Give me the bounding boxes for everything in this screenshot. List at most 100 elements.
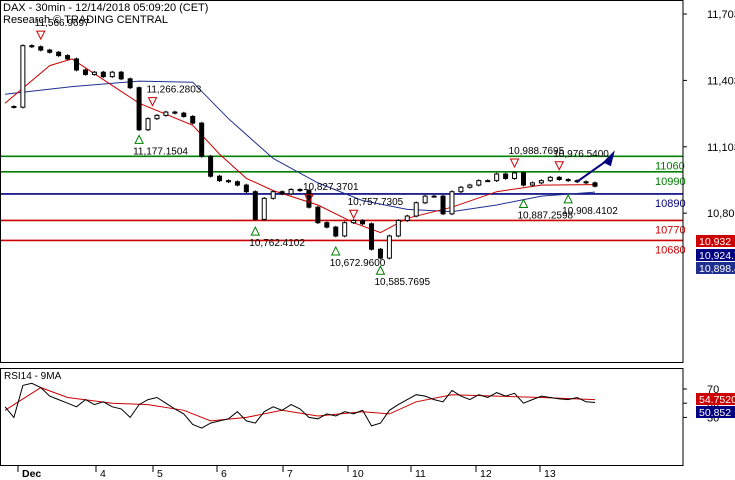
candle-body	[190, 115, 196, 124]
swing-high-marker	[348, 209, 359, 220]
candle	[208, 154, 214, 178]
candle-body	[467, 184, 473, 188]
candle	[369, 222, 375, 251]
rsi-panel-title: RSI14 - 9MA	[4, 371, 62, 382]
candle-body	[512, 172, 518, 179]
candle	[422, 194, 428, 205]
candle-body	[56, 51, 62, 57]
level-label-10680: 10680	[655, 244, 686, 256]
candle-body	[199, 122, 205, 157]
candle-body	[431, 195, 437, 198]
candle	[65, 54, 71, 61]
candle-body	[386, 235, 392, 259]
swing-high-marker	[304, 194, 314, 204]
candle-body	[234, 181, 240, 186]
y-axis-tick-label: 10,803	[707, 208, 735, 220]
price-tag-ma_fast	[696, 235, 735, 247]
chart-subtitle: Research © TRADING CENTRAL	[3, 14, 168, 26]
candle	[234, 180, 240, 187]
candle-body	[583, 181, 589, 184]
swing-low-marker	[375, 265, 386, 275]
candle-body	[29, 45, 35, 48]
candle-body	[109, 71, 115, 78]
candle-body	[100, 71, 106, 78]
candle	[145, 117, 151, 132]
y-axis-tick-label: 11,403	[707, 75, 735, 87]
candle	[413, 201, 419, 218]
price-tag-label-ma_slow: 10,898.4	[699, 263, 735, 275]
candle	[217, 174, 223, 182]
candle	[440, 194, 446, 216]
candle-body	[422, 195, 428, 204]
price-tag-label-ma_fast: 10,932	[699, 236, 731, 248]
candle	[431, 194, 437, 198]
level-label-10770: 10770	[655, 224, 686, 236]
candle-body	[261, 197, 267, 220]
swing-low-marker	[330, 245, 341, 256]
swing-high-marker	[509, 158, 520, 169]
candle	[538, 179, 544, 185]
candle-body	[529, 182, 535, 186]
level-label-11060: 11060	[655, 160, 685, 172]
candle-body	[369, 223, 375, 250]
candle-body	[38, 46, 44, 51]
candle	[467, 183, 473, 189]
candle	[288, 188, 294, 196]
candle	[154, 114, 160, 121]
candle	[199, 121, 205, 158]
candle	[592, 181, 598, 188]
swing-high-label: 10,757.7305	[348, 197, 404, 208]
candle-body	[65, 55, 71, 60]
candle	[333, 225, 339, 238]
candle-body	[315, 206, 321, 224]
chart-title: DAX - 30min - 12/14/2018 05:09:20 (CET)	[3, 2, 209, 14]
candle-body	[145, 118, 151, 131]
candle-body	[565, 179, 571, 182]
candle-body	[360, 219, 366, 225]
candle-body	[377, 248, 383, 259]
swing-low-label: 10,887.2598	[517, 211, 573, 222]
candle	[494, 172, 500, 182]
swing-high-label: 10,827.3701	[303, 182, 359, 193]
moving-average-fast	[4, 58, 596, 234]
x-axis-tick-label: 11	[415, 468, 426, 480]
candle	[547, 175, 553, 182]
candle-body	[458, 186, 464, 193]
candle	[458, 185, 464, 194]
forecast-arrow-head	[602, 150, 615, 167]
price-tag-label-last: 10,924.7	[699, 250, 735, 262]
candle-body	[217, 175, 223, 182]
candle-body	[74, 58, 80, 71]
candle-body	[252, 191, 258, 220]
candle-body	[351, 219, 357, 224]
x-axis-tick-label: Dec	[22, 468, 41, 480]
rsi-tag-rsi	[696, 406, 735, 418]
rsi-panel-frame	[0, 368, 684, 466]
swing-high-label: 11,566.9697	[35, 18, 90, 29]
candle-body	[270, 191, 276, 199]
candle	[556, 175, 562, 181]
candle	[529, 181, 535, 187]
candle	[404, 214, 410, 222]
candle-body	[154, 114, 160, 120]
swing-high-marker	[554, 161, 565, 171]
candle	[11, 105, 17, 109]
candle	[342, 221, 348, 238]
candle-body	[163, 111, 169, 116]
candle	[136, 86, 142, 132]
candle-body	[91, 71, 97, 75]
swing-high-label: 10,988.7695	[509, 146, 565, 157]
candle-body	[413, 202, 419, 217]
candle	[279, 190, 285, 196]
candle	[386, 234, 392, 260]
candle	[181, 111, 187, 118]
candle-body	[440, 195, 446, 215]
candle-body	[476, 180, 482, 186]
swing-low-marker	[250, 226, 261, 236]
candle	[360, 219, 366, 226]
candle-body	[243, 184, 249, 193]
x-axis-tick-label: 12	[480, 468, 492, 480]
candle	[243, 183, 249, 194]
candle	[351, 219, 357, 225]
price-tag-last	[696, 249, 735, 261]
